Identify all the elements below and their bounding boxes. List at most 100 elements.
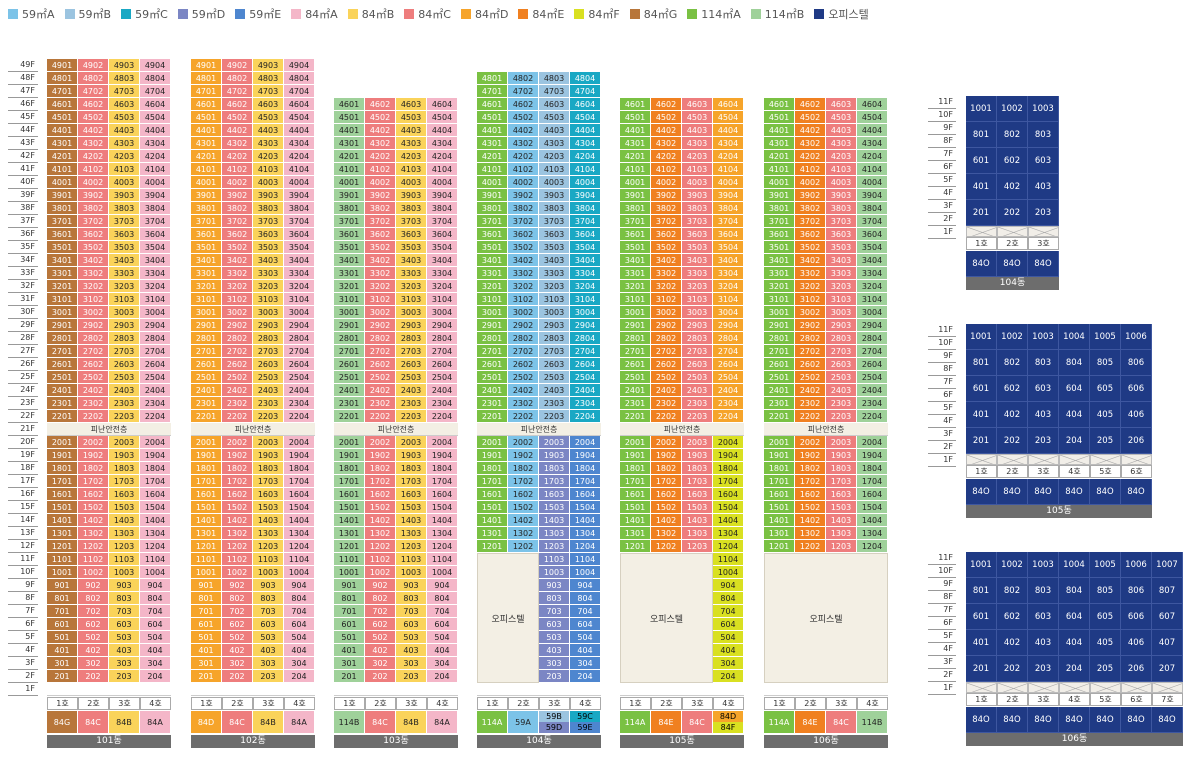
unit-cell: 504 (570, 631, 601, 644)
unit-cell: 3204 (713, 280, 744, 293)
office-floor-label: 9F (928, 578, 956, 591)
unit-cell: 3803 (109, 202, 140, 215)
unit-cell: 602 (365, 618, 396, 631)
unit-cell: 4702 (222, 85, 253, 98)
unit-cell: 1403 (826, 514, 857, 527)
unit-cell: 2904 (140, 319, 171, 332)
unit-cell: 4304 (284, 137, 315, 150)
unit-cell: 3201 (477, 280, 508, 293)
unit-cell: 3202 (795, 280, 826, 293)
unit-cell: 1202 (795, 540, 826, 553)
unit-cell: 4902 (222, 59, 253, 72)
unit-cell: 4401 (477, 124, 508, 137)
unit-cell: 4603 (682, 98, 713, 111)
unit-cell: 1603 (396, 488, 427, 501)
office-floor-label: 8F (928, 135, 956, 148)
unit-cell: 4701 (47, 85, 78, 98)
unit-cell: 3802 (222, 202, 253, 215)
unit-cell: 3602 (222, 228, 253, 241)
unit-cell: 303 (109, 657, 140, 670)
unit-cell: 903 (539, 579, 570, 592)
office-unit: 405 (1090, 402, 1121, 428)
unit-cell: 502 (365, 631, 396, 644)
unit-cell: 2004 (713, 436, 744, 449)
unit-cell: 204 (427, 670, 458, 683)
tower-name: 101동 (47, 735, 171, 748)
office-floor-label: 2F (928, 213, 956, 226)
unit-cell: 2504 (140, 371, 171, 384)
unit-cell: 2902 (651, 319, 682, 332)
office-unit: 201 (966, 428, 997, 454)
unit-cell: 1502 (508, 501, 539, 514)
ground-floor (620, 683, 744, 696)
unit-cell: 2203 (682, 410, 713, 423)
office-type-label: 84O (1090, 479, 1121, 505)
office-floor-label: 8F (928, 363, 956, 376)
unit-cell: 1003 (253, 566, 284, 579)
unit-cell: 1603 (826, 488, 857, 501)
unit-cell: 2202 (365, 410, 396, 423)
unit-cell: 1602 (651, 488, 682, 501)
unit-cell: 1303 (826, 527, 857, 540)
unit-cell: 4003 (682, 176, 713, 189)
unit-cell: 4603 (826, 98, 857, 111)
unit-cell: 3501 (620, 241, 651, 254)
office-floor-label: 9F (928, 122, 956, 135)
unit-cell: 3004 (427, 306, 458, 319)
unit-cell: 2203 (253, 410, 284, 423)
unit-cell: 2502 (365, 371, 396, 384)
office-floor-label: 10F (928, 337, 956, 350)
unit-cell: 3702 (651, 215, 682, 228)
legend-label: 84㎡D (474, 8, 509, 21)
unit-cell: 1302 (651, 527, 682, 540)
unit-cell: 1204 (857, 540, 888, 553)
unit-cell: 3301 (764, 267, 795, 280)
unit-cell: 3104 (284, 293, 315, 306)
unit-cell: 802 (78, 592, 109, 605)
legend-label: 59㎡A (22, 8, 55, 21)
unit-cell: 1401 (334, 514, 365, 527)
unit-cell: 4704 (140, 85, 171, 98)
unit-cell: 3304 (713, 267, 744, 280)
unit-cell: 1503 (253, 501, 284, 514)
unit-cell: 4302 (795, 137, 826, 150)
unit-cell: 3004 (570, 306, 601, 319)
unit-cell: 2304 (140, 397, 171, 410)
unit-cell: 4001 (620, 176, 651, 189)
unit-cell: 3703 (826, 215, 857, 228)
empty-floor (1090, 682, 1121, 693)
unit-cell: 2401 (764, 384, 795, 397)
unit-cell: 3904 (857, 189, 888, 202)
unit-cell: 302 (222, 657, 253, 670)
unit-cell: 2301 (764, 397, 795, 410)
unit-cell: 2202 (651, 410, 682, 423)
office-unit: 1003 (1028, 96, 1059, 122)
floor-label: 30F (8, 306, 38, 319)
unit-cell: 4804 (570, 72, 601, 85)
line-label: 2호 (651, 697, 682, 710)
unit-cell: 901 (47, 579, 78, 592)
unit-cell: 3604 (857, 228, 888, 241)
unit-cell: 4503 (396, 111, 427, 124)
unit-cell: 1101 (334, 553, 365, 566)
unit-cell: 4002 (508, 176, 539, 189)
unit-cell: 3703 (539, 215, 570, 228)
unit-cell: 2403 (109, 384, 140, 397)
unit-cell: 602 (222, 618, 253, 631)
type-label: 84F (713, 722, 744, 733)
unit-cell: 1901 (47, 449, 78, 462)
unit-cell: 1701 (620, 475, 651, 488)
unit-cell: 2703 (682, 345, 713, 358)
unit-cell: 1703 (253, 475, 284, 488)
floor-label: 35F (8, 241, 38, 254)
unit-cell: 3103 (253, 293, 284, 306)
unit-cell: 2401 (477, 384, 508, 397)
empty-floor (966, 226, 997, 237)
unit-cell: 1904 (140, 449, 171, 462)
line-label: 2호 (997, 465, 1028, 478)
unit-cell: 1201 (620, 540, 651, 553)
office-unit: 1003 (1028, 552, 1059, 578)
unit-cell: 3601 (191, 228, 222, 241)
unit-cell: 1004 (140, 566, 171, 579)
legend-item: 114㎡A (687, 6, 741, 22)
